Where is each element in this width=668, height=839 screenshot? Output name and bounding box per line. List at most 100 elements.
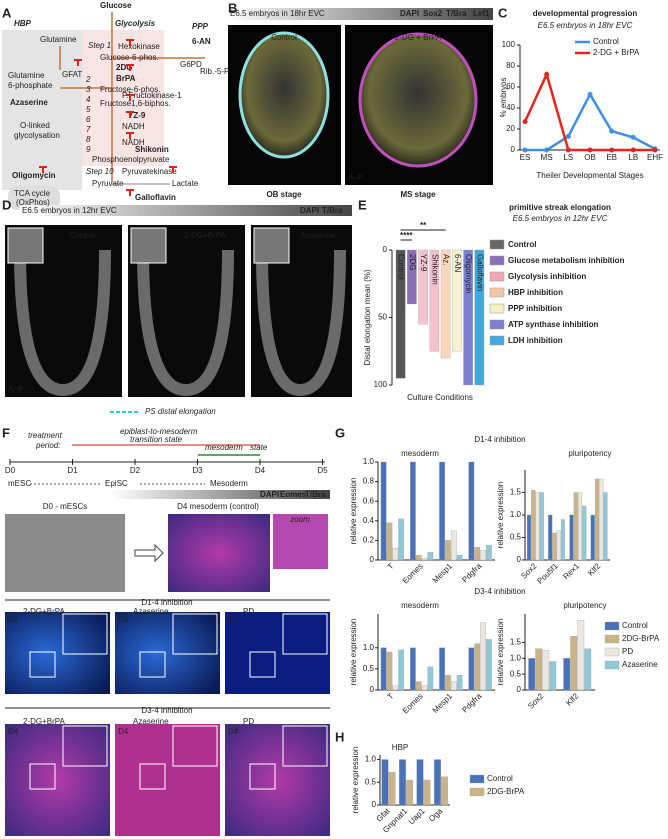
axis-note: A–P: [8, 385, 23, 394]
group-title: mesoderm: [401, 601, 439, 610]
x-tick-label: Shikonin: [430, 254, 439, 285]
point: [609, 128, 615, 134]
inset: [62, 613, 108, 655]
x-tick-label: LS: [563, 153, 573, 162]
x-tick-label: T: [386, 561, 396, 571]
stain-label: Eomes: [280, 490, 307, 499]
y-axis-label: relative expression: [349, 478, 358, 545]
bar: [445, 540, 451, 561]
bar: [552, 532, 557, 561]
embryo: [358, 32, 478, 168]
glycolysis-box: [82, 30, 164, 166]
bar: [410, 647, 416, 691]
inhibitor-mark: [126, 39, 134, 46]
legend-swatch: [489, 303, 505, 314]
point: [522, 147, 528, 153]
bar: [531, 490, 536, 561]
pathway-label: Galloflavin: [135, 193, 176, 202]
header: E6.5 embryos in 18hr EVC: [230, 9, 325, 18]
legend-swatch: [604, 647, 620, 657]
legend-swatch: [489, 287, 505, 298]
step-number: 2: [85, 75, 91, 84]
embryo: [14, 249, 111, 397]
pathway-label: 2DG: [116, 63, 132, 72]
pathway-label: O-linked: [20, 121, 50, 130]
y-tick-label: 1.0: [510, 510, 522, 519]
day-label: D1: [67, 466, 78, 475]
stain-label: Sox2: [423, 9, 443, 18]
microscopy-image: [225, 612, 330, 694]
bar: [439, 461, 445, 561]
group-title: D3-4 inhibition: [141, 706, 192, 715]
bar: [388, 772, 396, 806]
x-tick-label: Pou5f1: [535, 561, 560, 586]
legend-label: PD: [622, 647, 633, 656]
bar: [421, 557, 428, 561]
image-label: D4 mesoderm (control): [177, 502, 259, 511]
legend-label: Control: [593, 37, 619, 46]
y-tick-label: 1.0: [365, 755, 377, 764]
microscopy-image: [5, 724, 110, 836]
legend-label: 2-DG + BrPA: [593, 48, 640, 57]
bar: [603, 492, 608, 561]
bar: [468, 647, 475, 691]
stain-label: DAPI: [400, 9, 419, 18]
pathway-label: Rib.-5-P: [200, 67, 229, 76]
panel-label: G: [335, 425, 345, 440]
legend-label: PS distal elongation: [145, 407, 216, 416]
x-tick-label: MS: [541, 153, 553, 162]
legend-swatch: [489, 255, 505, 266]
y-tick-label: 0.4: [363, 516, 375, 525]
pathway-label: Glycolysis: [115, 19, 156, 28]
day-tag: D4: [228, 615, 239, 624]
pathway-label: Pyruvate: [92, 179, 124, 188]
legend-label: PPP inhibition: [508, 304, 562, 313]
panel-label: F: [2, 425, 10, 440]
point: [630, 147, 636, 153]
axis-note: A–P: [348, 173, 363, 182]
bar: [594, 478, 600, 561]
y-tick-label: 80: [506, 61, 515, 70]
group-title: D1-4 inhibition: [141, 598, 192, 607]
bar: [427, 666, 434, 691]
bar: [463, 249, 473, 386]
inhibitor-mark: [126, 94, 134, 101]
bar: [399, 759, 406, 806]
pathway-label: Step 10: [86, 167, 114, 176]
x-tick-label: Eomes: [401, 562, 425, 586]
image-label: 2-DG + BrPA: [395, 33, 442, 42]
point: [587, 147, 593, 153]
stain-label: T/Bra: [305, 490, 326, 499]
day-label: D0: [5, 466, 16, 475]
microscopy-image: [168, 514, 270, 592]
point: [630, 134, 636, 140]
stage-label: Mesoderm: [210, 479, 248, 488]
inset: [172, 725, 218, 767]
bar: [468, 461, 475, 561]
bar: [386, 651, 393, 691]
legend-label: Control: [508, 240, 536, 249]
y-tick-label: 50: [378, 313, 387, 322]
pathway-label: Glucose: [100, 1, 132, 10]
chart-title: HBP: [392, 743, 408, 752]
y-tick-label: 60: [506, 82, 515, 91]
day-tag: D4: [228, 727, 239, 736]
step-number: 6: [86, 115, 91, 124]
bar: [434, 759, 441, 806]
pathway-label: TCA cycle: [14, 189, 51, 198]
bar: [445, 675, 451, 691]
panel-label: B: [228, 0, 237, 15]
pathway-label: PPP: [192, 22, 209, 31]
pathway-label: G6PD: [180, 60, 202, 69]
bar: [392, 548, 399, 561]
bar: [528, 658, 536, 691]
y-tick-label: 1.0: [363, 457, 375, 466]
brightfield-image: [5, 514, 125, 592]
bar: [456, 675, 463, 691]
roi: [29, 763, 56, 790]
bar: [535, 492, 540, 561]
x-tick-label: Sox2: [526, 691, 546, 711]
inhibitor-mark: [169, 166, 177, 173]
y-axis-label: relative expression: [349, 619, 358, 686]
y-tick-label: 0.8: [363, 477, 375, 486]
